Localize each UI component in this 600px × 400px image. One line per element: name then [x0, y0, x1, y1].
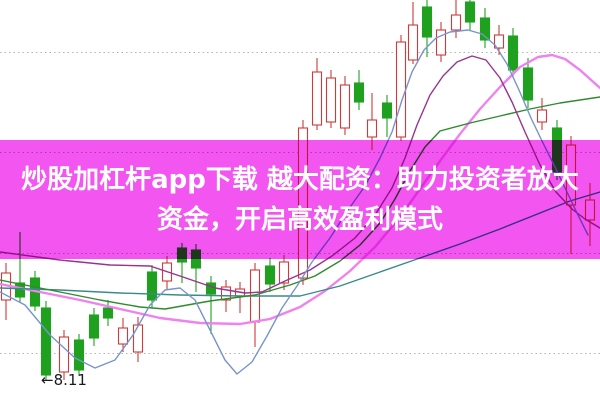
candle-body [450, 14, 462, 31]
banner-line2: 资金，开启高效盈利模式 [156, 204, 443, 235]
candle-body [88, 314, 100, 339]
candle-body [522, 67, 534, 101]
candle-body [381, 102, 393, 119]
low-price-annotation: ← 8.11 [41, 371, 87, 389]
candle-body [536, 109, 548, 123]
candle-body [325, 77, 337, 123]
promo-banner-text: 炒股加杠杆app下载 越大配资：助力投资者放大 资金，开启高效盈利模式 [0, 140, 600, 259]
candle-body [205, 282, 217, 295]
candle-body [421, 6, 433, 38]
candle-body [132, 324, 144, 353]
candle-body [146, 271, 158, 301]
low-price-value: 8.11 [53, 371, 87, 389]
candle-body [40, 307, 52, 376]
candle-body [366, 119, 378, 138]
candle-body [479, 17, 491, 41]
candle-body [311, 71, 323, 126]
candle-body [73, 339, 85, 371]
candle-body [220, 286, 232, 301]
candle-body [395, 41, 407, 138]
candle-body [102, 307, 114, 319]
candle-body [407, 24, 419, 61]
banner-line1: 炒股加杠杆app下载 越大配资：助力投资者放大 [21, 164, 579, 195]
candle-body [353, 82, 365, 103]
candle-body [507, 35, 519, 71]
candle-body [278, 261, 290, 284]
arrow-left-icon: ← [41, 371, 54, 389]
candle-body [435, 29, 447, 56]
candle-body [339, 84, 351, 129]
promo-banner [0, 140, 600, 259]
candle-body [117, 327, 129, 345]
candle-body [493, 34, 505, 49]
candle-body [58, 336, 70, 373]
candle-body [464, 1, 476, 23]
candle-body [264, 265, 276, 285]
